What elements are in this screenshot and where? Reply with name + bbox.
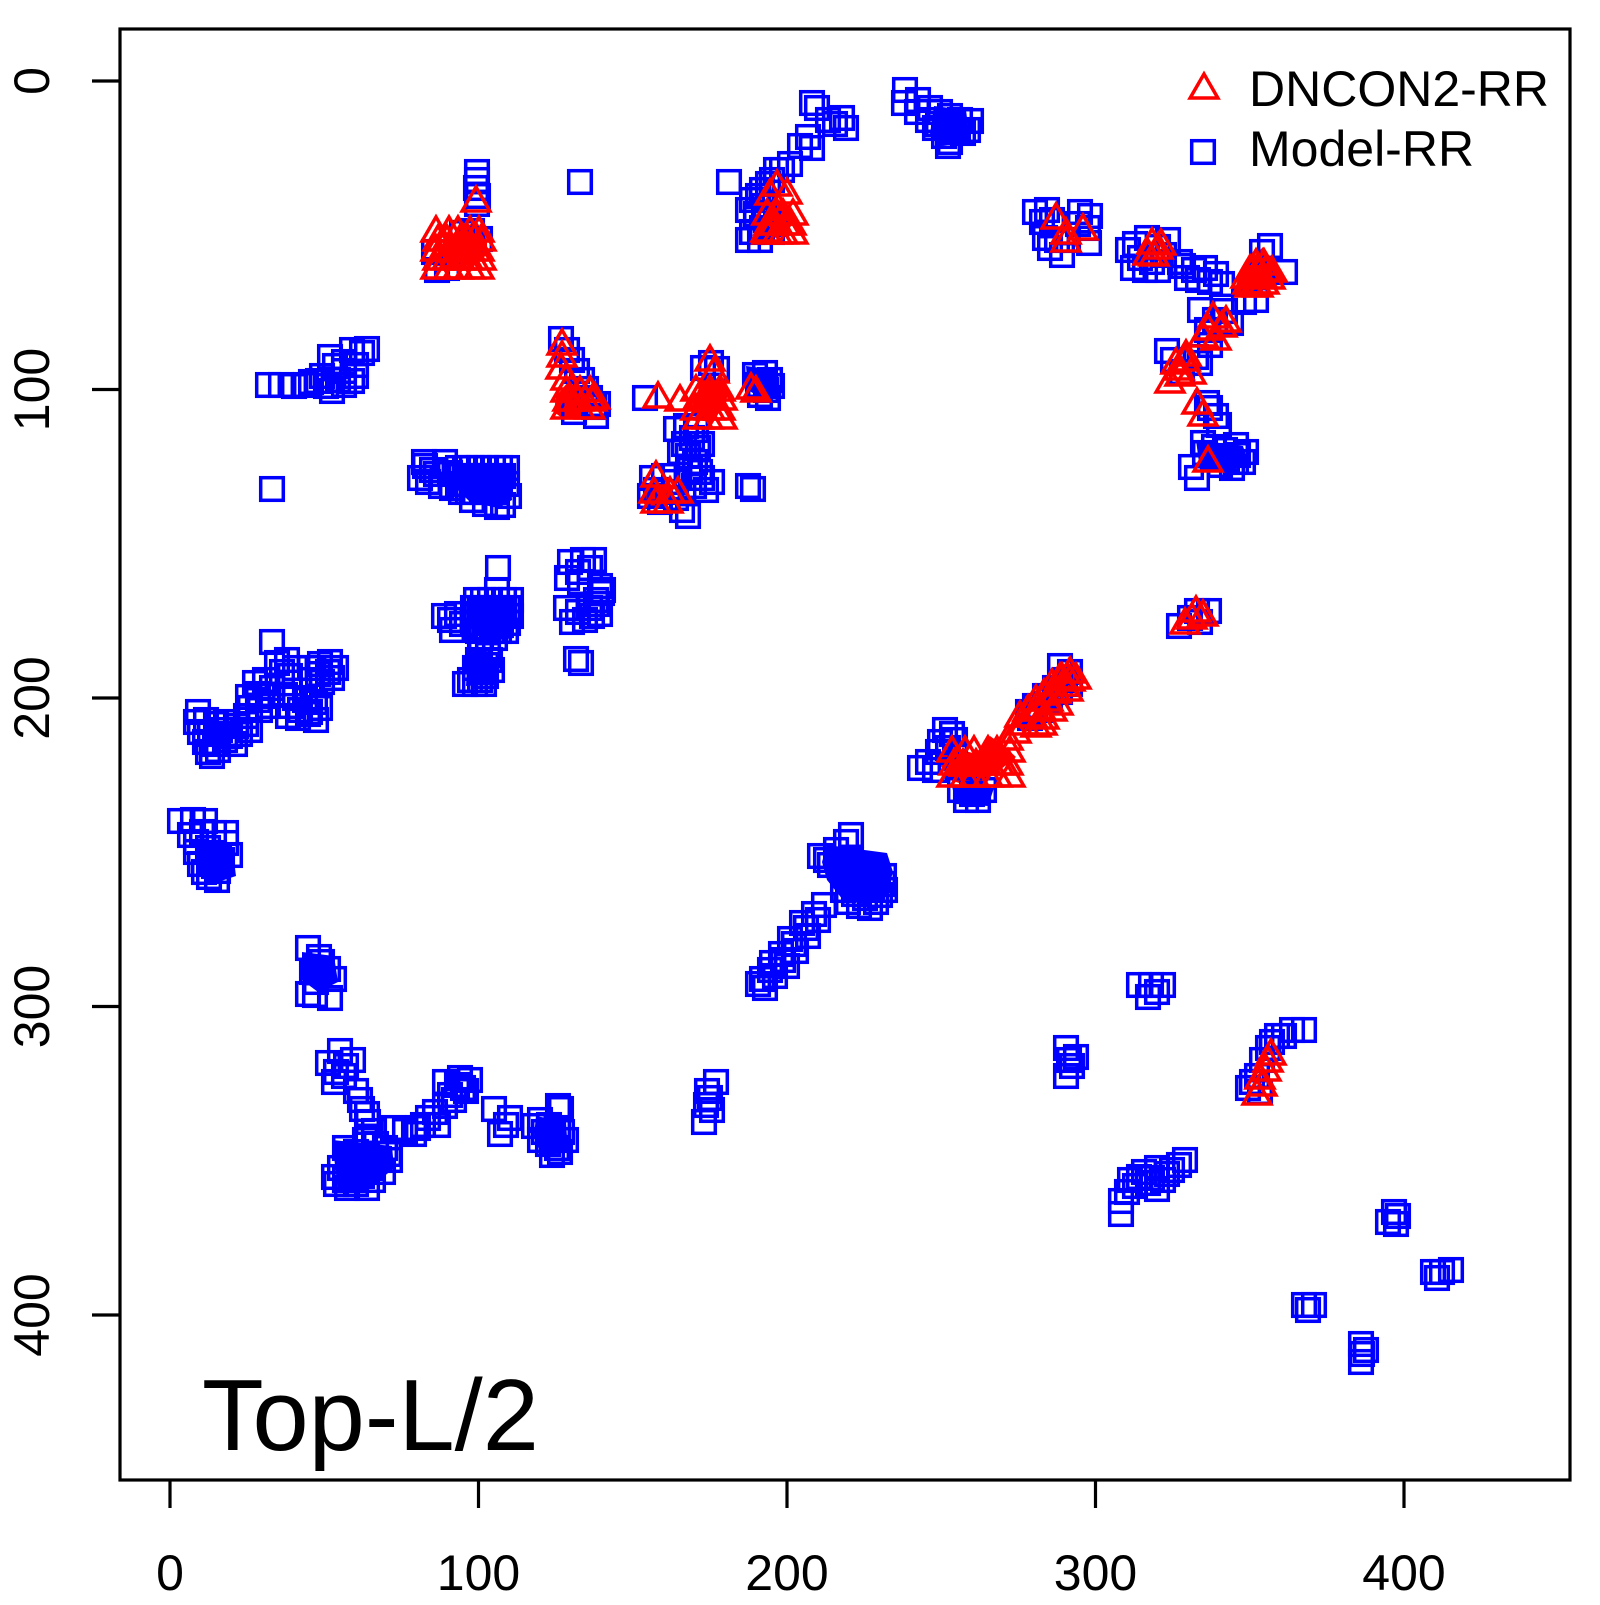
svg-text:Model-RR: Model-RR xyxy=(1249,121,1474,177)
svg-text:0: 0 xyxy=(156,1545,184,1600)
svg-text:DNCON2-RR: DNCON2-RR xyxy=(1249,61,1549,117)
svg-text:200: 200 xyxy=(745,1545,828,1600)
svg-text:300: 300 xyxy=(4,965,60,1048)
svg-text:100: 100 xyxy=(437,1545,520,1600)
svg-text:100: 100 xyxy=(4,348,60,431)
svg-text:400: 400 xyxy=(4,1273,60,1356)
svg-text:400: 400 xyxy=(1362,1545,1445,1600)
svg-text:0: 0 xyxy=(4,67,60,95)
svg-text:200: 200 xyxy=(4,656,60,739)
svg-text:300: 300 xyxy=(1054,1545,1137,1600)
svg-text:Top-L/2: Top-L/2 xyxy=(202,1360,539,1472)
